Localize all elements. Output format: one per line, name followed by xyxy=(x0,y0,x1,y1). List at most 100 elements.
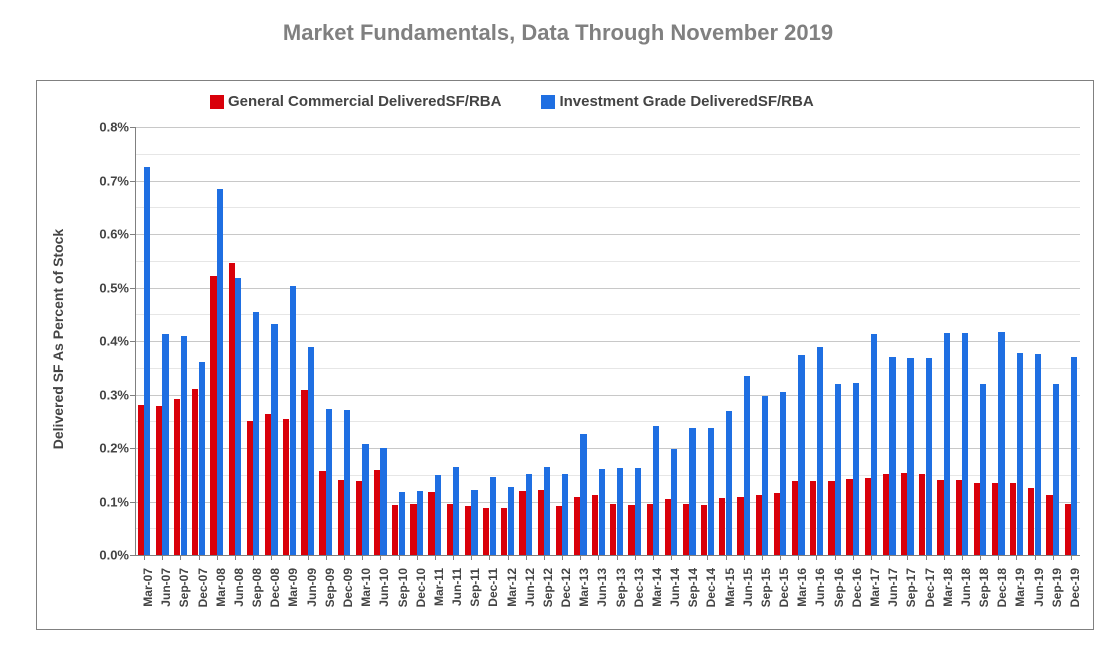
bar-investment-grade xyxy=(526,474,532,555)
bar-general-commercial xyxy=(828,481,834,555)
x-tick-mark xyxy=(344,555,345,560)
x-tick-mark xyxy=(544,555,545,560)
x-tick-mark xyxy=(271,555,272,560)
legend-swatch-2 xyxy=(541,95,555,109)
bar-general-commercial xyxy=(174,399,180,555)
x-tick-mark xyxy=(399,555,400,560)
bar-general-commercial xyxy=(1028,488,1034,555)
x-tick-label: Dec-08 xyxy=(268,568,282,607)
y-tick-mark xyxy=(130,181,135,182)
chart-wrapper: Market Fundamentals, Data Through Novemb… xyxy=(0,0,1116,650)
y-tick-label: 0.4% xyxy=(85,334,129,349)
bar-general-commercial xyxy=(229,263,235,555)
bar-investment-grade xyxy=(417,491,423,555)
bar-investment-grade xyxy=(889,357,895,555)
bar-investment-grade xyxy=(599,469,605,555)
x-tick-label: Sep-13 xyxy=(614,568,628,607)
x-tick-label: Mar-19 xyxy=(1013,568,1027,607)
bar-investment-grade xyxy=(1071,357,1077,555)
bar-investment-grade xyxy=(217,189,223,555)
bar-general-commercial xyxy=(1046,495,1052,555)
bar-general-commercial xyxy=(247,421,253,555)
bar-general-commercial xyxy=(919,474,925,555)
gridline-minor xyxy=(135,207,1080,208)
bar-investment-grade xyxy=(944,333,950,555)
bar-general-commercial xyxy=(556,506,562,555)
x-tick-mark xyxy=(199,555,200,560)
x-tick-label: Sep-19 xyxy=(1050,568,1064,607)
bar-general-commercial xyxy=(319,471,325,555)
x-tick-label: Mar-11 xyxy=(432,568,446,606)
x-tick-label: Jun-18 xyxy=(959,568,973,607)
bar-investment-grade xyxy=(871,334,877,555)
plot-area xyxy=(135,127,1080,555)
bar-investment-grade xyxy=(962,333,968,555)
x-tick-mark xyxy=(926,555,927,560)
x-tick-label: Jun-13 xyxy=(595,568,609,607)
x-tick-label: Dec-17 xyxy=(923,568,937,607)
y-tick-label: 0.3% xyxy=(85,387,129,402)
x-tick-label: Mar-10 xyxy=(359,568,373,607)
bar-general-commercial xyxy=(774,493,780,555)
x-tick-mark xyxy=(907,555,908,560)
x-tick-mark xyxy=(180,555,181,560)
bar-general-commercial xyxy=(647,504,653,555)
x-tick-label: Sep-17 xyxy=(904,568,918,607)
x-tick-mark xyxy=(780,555,781,560)
x-tick-label: Mar-08 xyxy=(214,568,228,607)
bar-investment-grade xyxy=(380,448,386,555)
bar-investment-grade xyxy=(1017,353,1023,555)
bar-investment-grade xyxy=(926,358,932,555)
x-tick-mark xyxy=(1071,555,1072,560)
bar-general-commercial xyxy=(883,474,889,555)
x-tick-label: Sep-15 xyxy=(759,568,773,607)
bar-investment-grade xyxy=(617,468,623,555)
bar-investment-grade xyxy=(435,475,441,555)
bar-general-commercial xyxy=(428,492,434,555)
bar-investment-grade xyxy=(580,434,586,555)
x-tick-label: Dec-12 xyxy=(559,568,573,607)
bar-general-commercial xyxy=(810,481,816,555)
x-tick-mark xyxy=(980,555,981,560)
bar-general-commercial xyxy=(447,504,453,555)
x-tick-mark xyxy=(853,555,854,560)
bar-investment-grade xyxy=(308,347,314,555)
bar-general-commercial xyxy=(865,478,871,555)
x-tick-label: Dec-18 xyxy=(995,568,1009,607)
x-tick-label: Sep-16 xyxy=(832,568,846,607)
bar-investment-grade xyxy=(998,332,1004,555)
bar-investment-grade xyxy=(362,444,368,555)
x-tick-mark xyxy=(762,555,763,560)
bar-investment-grade xyxy=(726,411,732,555)
bar-investment-grade xyxy=(471,490,477,555)
x-tick-label: Dec-19 xyxy=(1068,568,1082,607)
x-tick-label: Mar-07 xyxy=(141,568,155,607)
y-axis-label: Delivered SF As Percent of Stock xyxy=(50,189,66,489)
bar-investment-grade xyxy=(490,477,496,555)
x-tick-label: Jun-09 xyxy=(305,568,319,607)
legend-label-1: General Commercial DeliveredSF/RBA xyxy=(228,93,501,110)
bar-general-commercial xyxy=(1010,483,1016,555)
bar-investment-grade xyxy=(1053,384,1059,555)
bar-general-commercial xyxy=(283,419,289,555)
x-tick-mark xyxy=(1035,555,1036,560)
bar-general-commercial xyxy=(483,508,489,555)
bar-general-commercial xyxy=(265,414,271,555)
bar-general-commercial xyxy=(210,276,216,555)
x-tick-label: Mar-14 xyxy=(650,568,664,607)
x-tick-mark xyxy=(889,555,890,560)
bar-general-commercial xyxy=(356,481,362,555)
x-tick-label: Dec-11 xyxy=(486,568,500,607)
x-tick-mark xyxy=(308,555,309,560)
bar-investment-grade xyxy=(181,336,187,555)
bar-general-commercial xyxy=(701,505,707,555)
x-tick-label: Jun-11 xyxy=(450,568,464,606)
bar-general-commercial xyxy=(628,505,634,555)
x-tick-label: Dec-16 xyxy=(850,568,864,607)
bar-investment-grade xyxy=(817,347,823,555)
legend-item-investment-grade: Investment Grade DeliveredSF/RBA xyxy=(541,93,813,110)
bar-general-commercial xyxy=(665,499,671,555)
bar-investment-grade xyxy=(144,167,150,555)
bar-investment-grade xyxy=(235,278,241,555)
legend-swatch-1 xyxy=(210,95,224,109)
